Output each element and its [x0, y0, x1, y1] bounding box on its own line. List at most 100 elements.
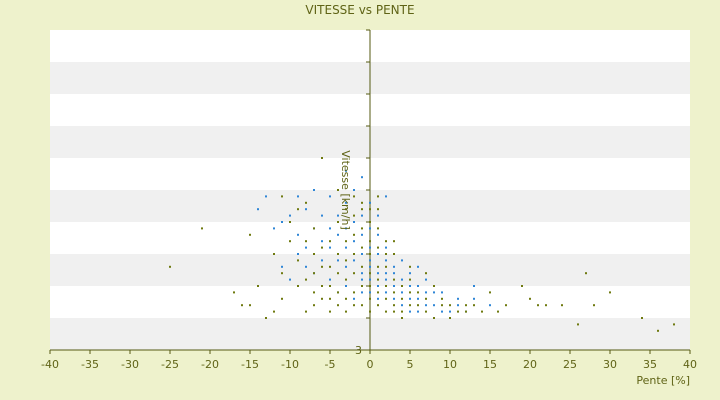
data-point — [385, 297, 387, 300]
data-point — [417, 285, 419, 287]
data-point — [337, 253, 339, 255]
data-point — [345, 278, 347, 281]
data-point — [273, 253, 275, 255]
data-point — [329, 246, 331, 249]
data-point — [377, 272, 379, 275]
data-point — [361, 265, 363, 268]
data-point — [385, 272, 387, 275]
data-point — [409, 291, 411, 294]
data-point — [417, 310, 419, 313]
data-point — [265, 317, 267, 319]
data-point — [449, 310, 451, 313]
data-point — [337, 304, 339, 307]
data-point — [345, 265, 347, 268]
data-point — [369, 208, 371, 211]
data-points — [169, 157, 675, 332]
data-point — [297, 208, 299, 211]
data-point — [353, 233, 355, 236]
x-tick-label: 25 — [563, 358, 577, 371]
data-point — [297, 233, 299, 236]
data-point — [305, 201, 307, 204]
data-point — [337, 189, 339, 191]
data-point — [281, 265, 283, 268]
data-point — [353, 221, 355, 223]
data-point — [585, 272, 587, 275]
data-point — [409, 272, 411, 275]
data-point — [377, 265, 379, 268]
data-point — [369, 227, 371, 230]
x-tick-label: -25 — [161, 358, 179, 371]
data-point — [369, 285, 371, 287]
data-point — [321, 285, 323, 287]
data-point — [377, 227, 379, 230]
data-point — [417, 304, 419, 307]
data-point — [377, 278, 379, 281]
data-point — [401, 291, 403, 294]
data-point — [537, 304, 539, 307]
data-point — [329, 227, 331, 230]
data-point — [329, 195, 331, 198]
data-point — [529, 297, 531, 300]
data-point — [393, 310, 395, 313]
data-point — [353, 195, 355, 198]
data-point — [281, 195, 283, 198]
data-point — [337, 221, 339, 223]
data-point — [369, 297, 371, 300]
x-tick-label: 0 — [367, 358, 374, 371]
data-point — [353, 297, 355, 300]
data-point — [449, 304, 451, 307]
data-point — [321, 246, 323, 249]
data-point — [273, 227, 275, 230]
data-point — [313, 227, 315, 230]
data-point — [465, 310, 467, 313]
data-point — [385, 278, 387, 281]
data-point — [369, 272, 371, 275]
data-point — [401, 304, 403, 307]
data-point — [297, 259, 299, 262]
data-point — [497, 310, 499, 313]
data-point — [321, 259, 323, 262]
data-point — [385, 195, 387, 198]
data-point — [609, 291, 611, 294]
data-point — [361, 214, 363, 217]
data-point — [329, 265, 331, 268]
data-point — [233, 291, 235, 294]
data-point — [361, 246, 363, 249]
data-point — [273, 310, 275, 313]
data-point — [393, 285, 395, 287]
data-point — [441, 310, 443, 313]
data-point — [401, 317, 403, 319]
data-point — [345, 310, 347, 313]
data-point — [345, 227, 347, 230]
data-point — [337, 272, 339, 275]
data-point — [401, 259, 403, 262]
data-point — [369, 265, 371, 268]
data-point — [241, 304, 243, 307]
data-point — [305, 246, 307, 249]
data-point — [433, 304, 435, 307]
data-point — [289, 221, 291, 223]
data-point — [425, 272, 427, 275]
data-point — [257, 285, 259, 287]
data-point — [369, 253, 371, 255]
data-point — [353, 189, 355, 191]
data-point — [433, 291, 435, 294]
data-point — [377, 208, 379, 211]
data-point — [361, 233, 363, 236]
data-point — [425, 310, 427, 313]
data-point — [393, 253, 395, 255]
x-tick-label: -40 — [41, 358, 59, 371]
x-tick-label: 15 — [483, 358, 497, 371]
data-point — [385, 246, 387, 249]
data-point — [337, 233, 339, 236]
data-point — [393, 240, 395, 243]
data-point — [457, 297, 459, 300]
data-point — [353, 253, 355, 255]
data-point — [369, 291, 371, 294]
data-point — [385, 285, 387, 287]
data-point — [545, 304, 547, 307]
data-point — [345, 208, 347, 211]
data-point — [369, 310, 371, 313]
data-point — [441, 291, 443, 294]
